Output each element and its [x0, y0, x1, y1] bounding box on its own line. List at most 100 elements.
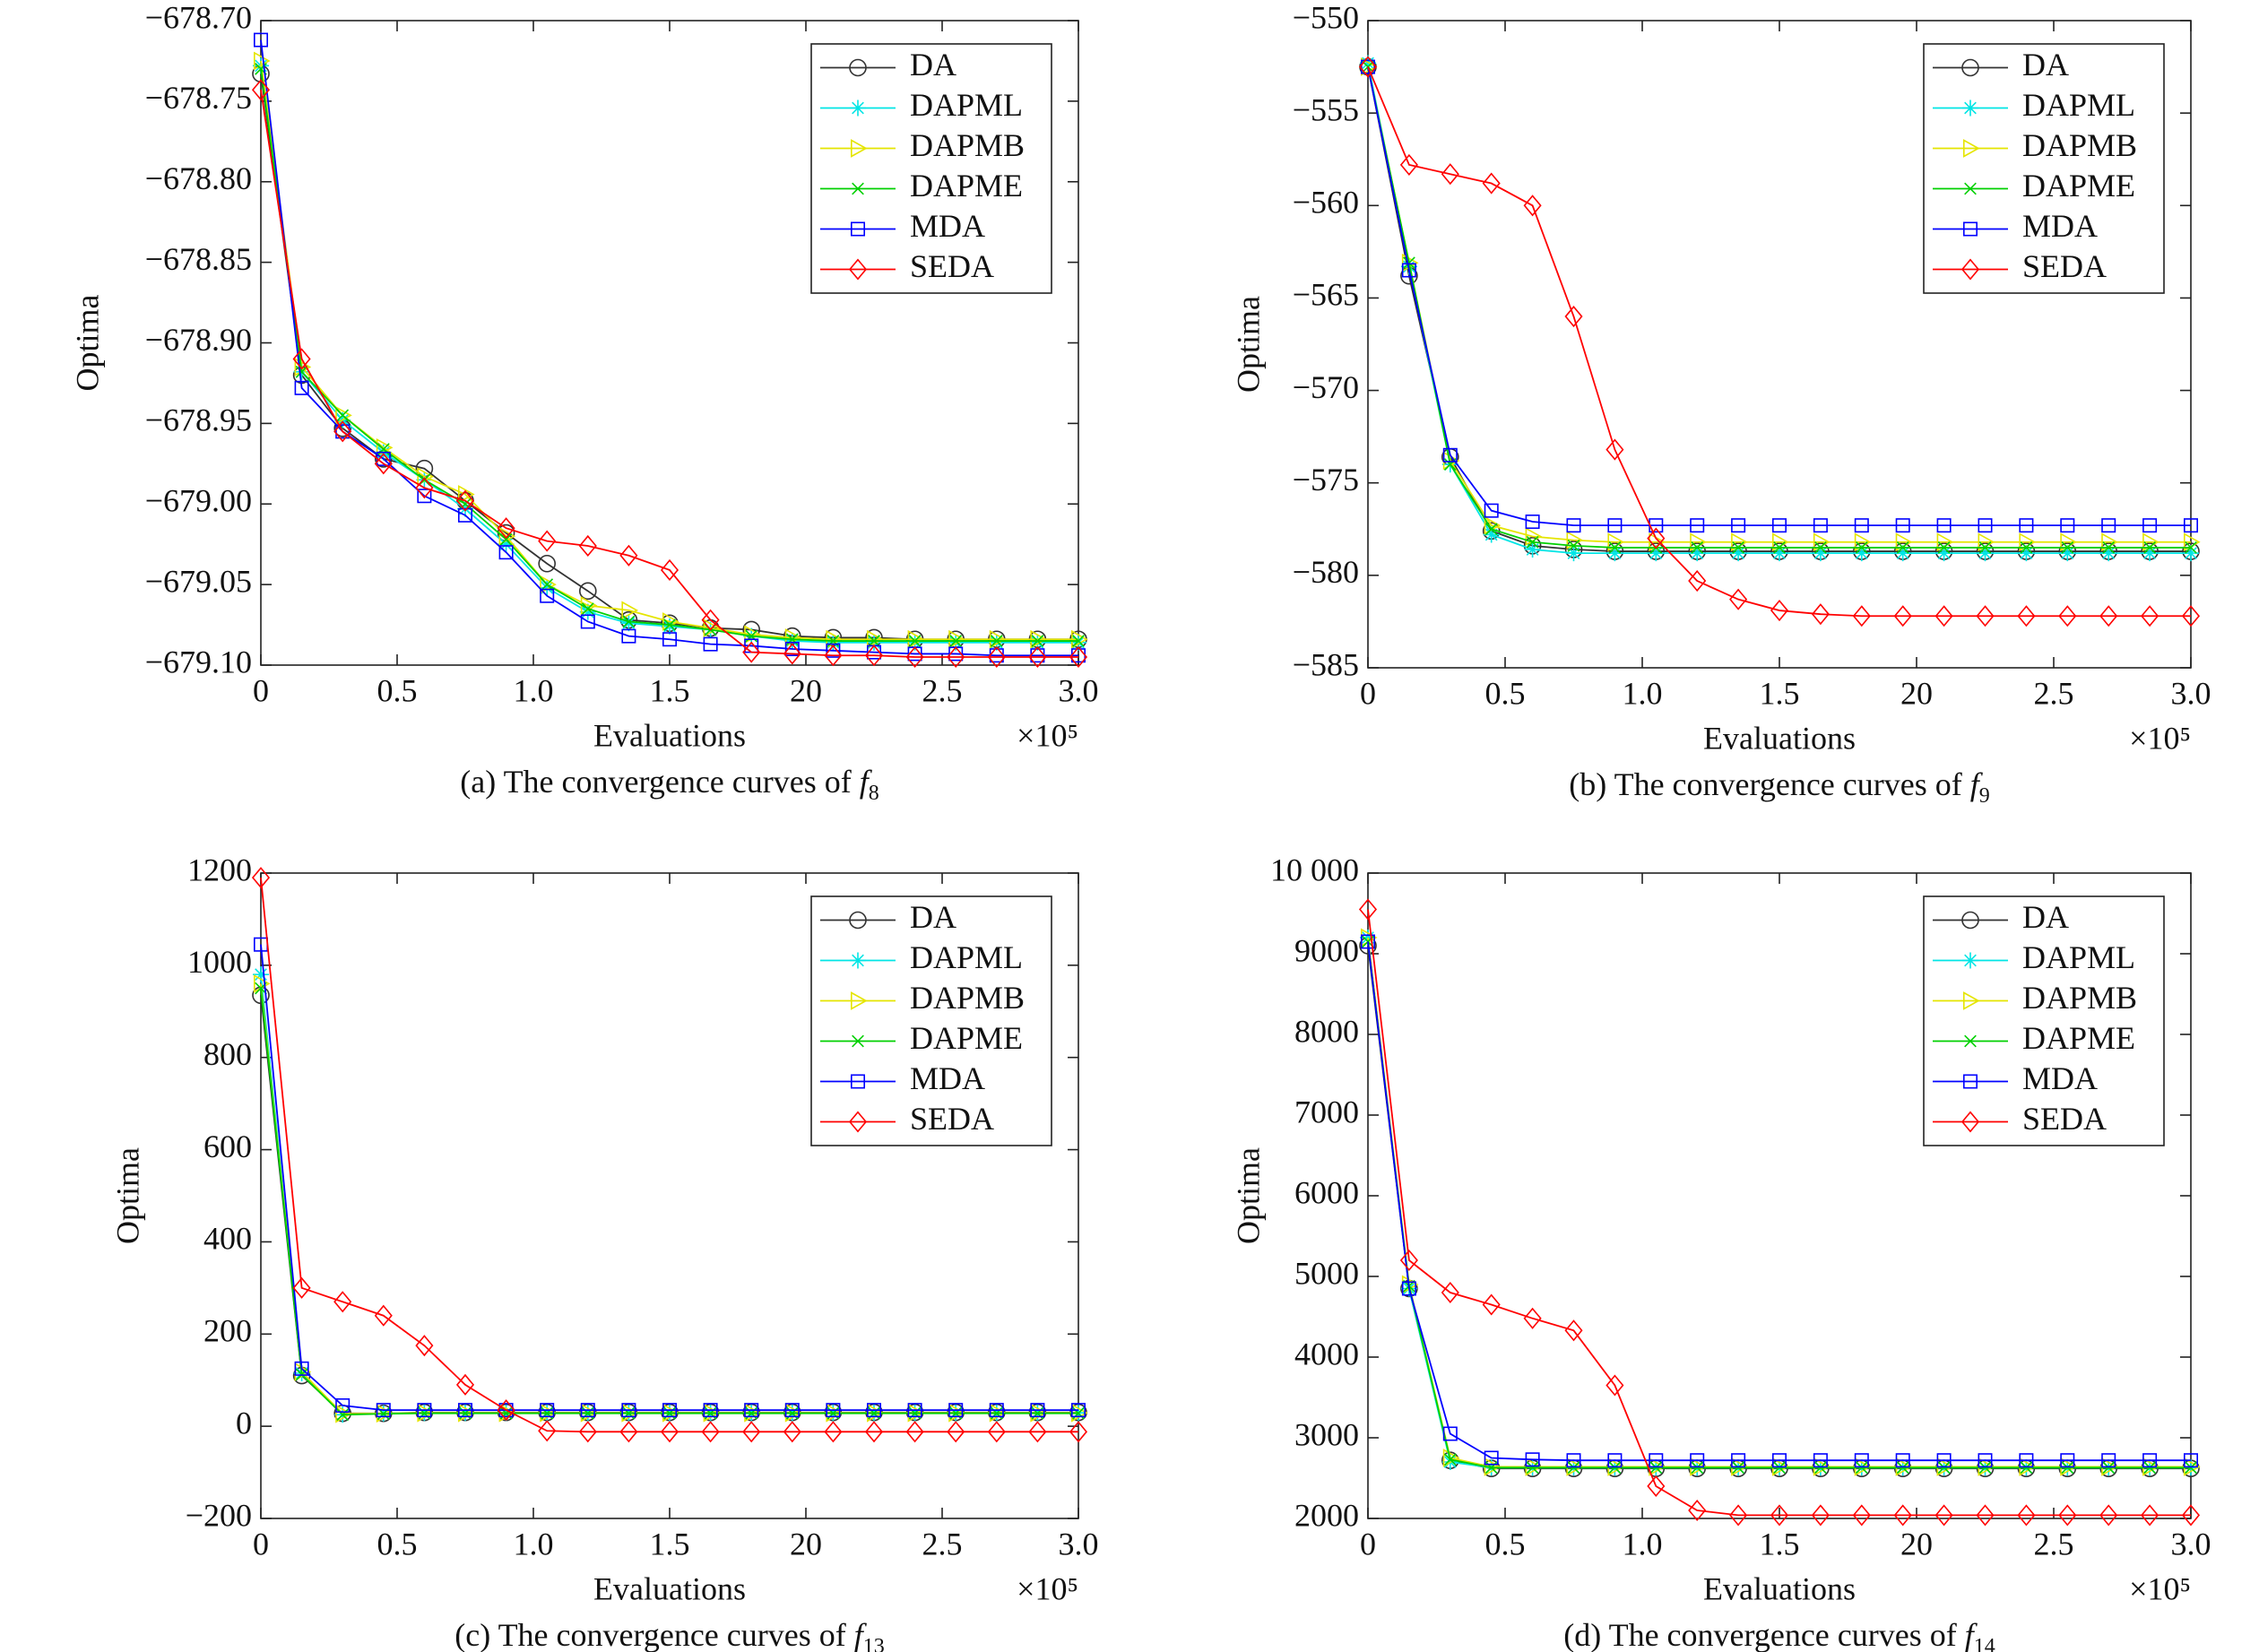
- y-tick-label: 9000: [1294, 932, 1359, 968]
- x-axis-label: Evaluations: [593, 1570, 746, 1606]
- caption: (d) The convergence curves of f14: [1563, 1617, 1995, 1652]
- marker: [335, 1404, 352, 1423]
- marker: [2020, 1461, 2033, 1475]
- marker: [2019, 1453, 2034, 1468]
- marker: [578, 534, 597, 558]
- marker: [2181, 605, 2201, 627]
- x-tick-label: 0.5: [377, 1526, 418, 1561]
- marker: [622, 615, 636, 628]
- marker: [852, 182, 864, 195]
- marker: [1688, 1499, 1707, 1522]
- marker: [1978, 1461, 1992, 1475]
- x-multiplier: ×10⁵: [1017, 1570, 1078, 1606]
- marker: [497, 1399, 515, 1422]
- marker: [251, 867, 271, 889]
- marker: [2060, 518, 2075, 533]
- legend-label: DA: [2022, 899, 2069, 935]
- marker: [1362, 60, 1374, 74]
- marker: [948, 629, 965, 649]
- marker: [1031, 635, 1044, 647]
- y-tick-label: −678.75: [145, 80, 252, 116]
- x-tick-label: 3.0: [2171, 1526, 2211, 1561]
- y-tick-label: −565: [1293, 277, 1359, 313]
- series-line: [260, 878, 1078, 1433]
- y-tick-label: −679.00: [145, 483, 252, 519]
- y-tick-label: 400: [203, 1221, 252, 1257]
- marker: [619, 1421, 638, 1443]
- y-tick-label: −679.05: [145, 563, 252, 599]
- marker: [1855, 541, 1868, 554]
- marker: [1964, 1034, 1977, 1048]
- x-tick-label: 2.5: [2034, 1526, 2074, 1561]
- y-tick-label: 7000: [1294, 1094, 1359, 1129]
- marker: [1978, 1453, 1993, 1468]
- marker: [826, 1403, 841, 1418]
- legend-label: DAPME: [2022, 1020, 2135, 1056]
- marker: [1689, 545, 1706, 562]
- legend-box: [810, 43, 1052, 294]
- marker: [783, 1421, 801, 1443]
- marker: [703, 618, 721, 638]
- marker: [1934, 605, 1953, 627]
- marker: [336, 409, 350, 422]
- marker: [1896, 541, 1909, 554]
- marker: [988, 634, 1005, 651]
- marker: [908, 635, 922, 647]
- marker: [1607, 518, 1623, 533]
- marker: [1960, 258, 1980, 281]
- marker: [2018, 545, 2035, 562]
- marker: [1978, 541, 1992, 554]
- marker: [850, 1074, 865, 1089]
- caption-subscript: 9: [1979, 784, 1990, 808]
- marker: [1441, 163, 1459, 186]
- x-tick-label: 1.5: [1760, 675, 1800, 711]
- caption-text: (b) The convergence curves of: [1569, 766, 1969, 802]
- marker: [455, 489, 475, 512]
- legend-label: DA: [910, 899, 956, 935]
- legend-box: [810, 895, 1052, 1146]
- marker: [947, 1421, 965, 1443]
- legend-label: MDA: [2022, 1060, 2098, 1096]
- marker: [1963, 991, 1980, 1010]
- marker: [1606, 438, 1624, 461]
- marker: [1960, 1111, 1980, 1133]
- marker: [2059, 545, 2076, 562]
- marker: [1401, 263, 1416, 278]
- x-tick-label: 0: [253, 672, 269, 708]
- x-tick-label: 20: [790, 1526, 822, 1561]
- marker: [1961, 911, 1979, 930]
- x-axis-label: Evaluations: [1703, 720, 1856, 756]
- marker: [1935, 545, 1952, 562]
- marker: [335, 424, 351, 439]
- marker: [2184, 1453, 2199, 1468]
- marker: [1854, 518, 1869, 533]
- marker: [826, 643, 841, 658]
- marker: [295, 365, 308, 378]
- series-line: [1367, 66, 2191, 543]
- marker: [1770, 1504, 1789, 1527]
- marker: [1893, 1504, 1912, 1527]
- x-tick-label: 1.0: [1623, 1526, 1663, 1561]
- x-tick-label: 20: [1900, 675, 1933, 711]
- marker: [1894, 545, 1911, 562]
- marker: [540, 1403, 555, 1418]
- x-multiplier: ×10⁵: [2129, 1570, 2191, 1606]
- x-tick-label: 1.5: [650, 1526, 690, 1561]
- marker: [1895, 518, 1910, 533]
- marker: [538, 554, 557, 573]
- marker: [905, 1421, 924, 1443]
- caption-subscript: 8: [869, 782, 879, 805]
- y-tick-label: 600: [203, 1129, 252, 1164]
- marker: [662, 632, 677, 647]
- caption-subscript: 14: [1974, 1635, 1995, 1652]
- marker: [1567, 539, 1580, 552]
- marker: [1029, 634, 1046, 651]
- marker: [1524, 541, 1541, 558]
- y-tick-label: 2000: [1294, 1497, 1359, 1533]
- marker: [1811, 1504, 1830, 1527]
- marker: [2058, 605, 2077, 627]
- marker: [850, 221, 865, 237]
- marker: [1523, 1307, 1542, 1329]
- x-tick-label: 20: [1900, 1526, 1933, 1561]
